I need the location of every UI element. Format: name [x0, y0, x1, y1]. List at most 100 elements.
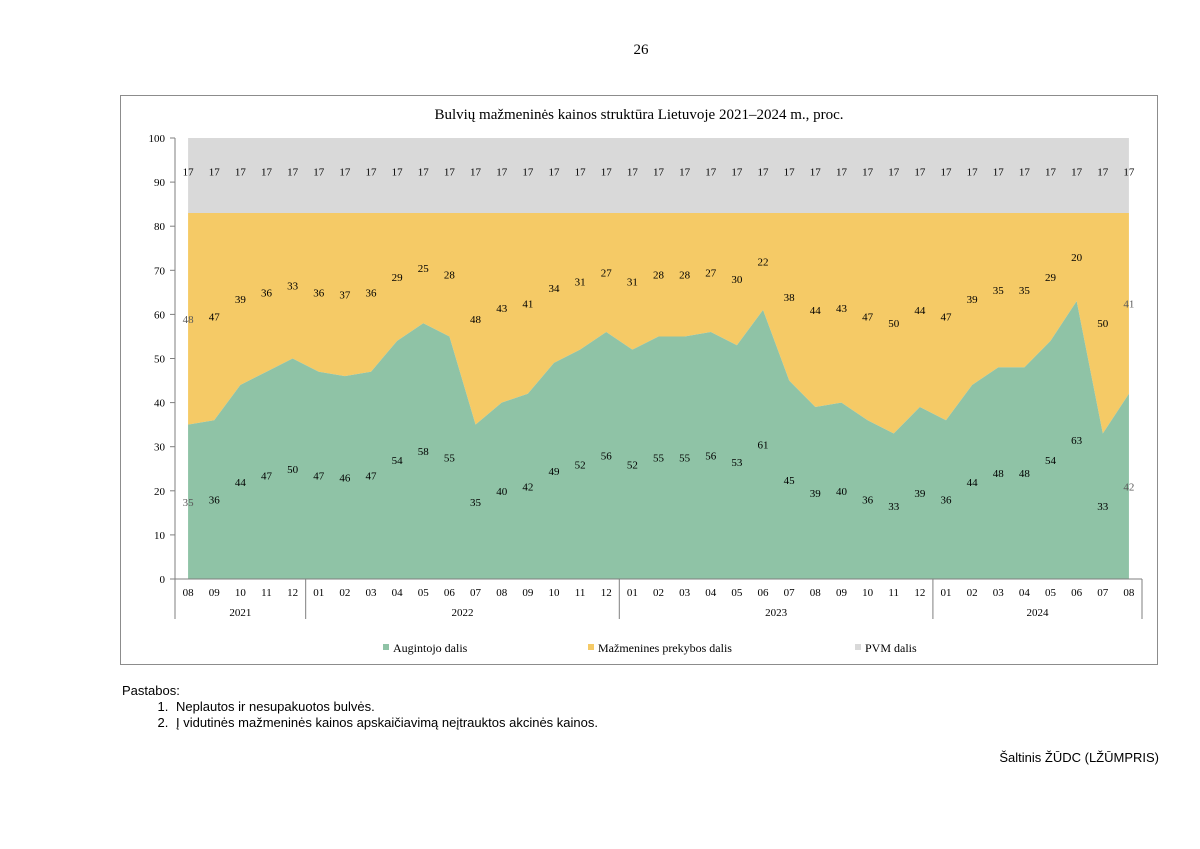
data-label: 45	[784, 475, 796, 487]
y-tick-label: 90	[154, 177, 166, 189]
data-label: 17	[836, 167, 848, 179]
data-label: 58	[418, 446, 430, 458]
data-label: 17	[1019, 167, 1031, 179]
data-label: 47	[261, 470, 273, 482]
data-label: 42	[522, 481, 533, 493]
data-label: 50	[1097, 318, 1109, 330]
x-tick-label: 10	[548, 587, 560, 599]
data-label: 33	[888, 501, 900, 513]
source-note: Šaltinis ŽŪDC (LŽŪMPRIS)	[999, 750, 1159, 765]
series-area-retail	[188, 212, 1129, 434]
data-label: 44	[914, 305, 926, 317]
x-tick-label: 05	[1045, 587, 1057, 599]
x-tick-label: 12	[287, 587, 298, 599]
data-label: 25	[418, 263, 430, 275]
data-label: 50	[287, 464, 299, 476]
y-tick-label: 100	[149, 133, 166, 145]
x-tick-label: 02	[653, 587, 664, 599]
series-area-pvm	[188, 138, 1129, 213]
data-label: 30	[731, 274, 743, 286]
data-label: 35	[993, 285, 1005, 297]
data-label: 28	[444, 270, 456, 282]
data-label: 44	[235, 477, 247, 489]
data-label: 54	[392, 455, 404, 467]
data-label: 56	[601, 451, 613, 463]
x-tick-label: 03	[366, 587, 378, 599]
x-tick-label: 03	[679, 587, 691, 599]
x-tick-label: 04	[1019, 587, 1031, 599]
year-label: 2022	[451, 607, 473, 619]
data-label: 17	[653, 167, 665, 179]
data-label: 42	[1123, 481, 1134, 493]
x-tick-label: 01	[313, 587, 324, 599]
chart-frame	[120, 95, 1158, 665]
data-label: 39	[235, 294, 247, 306]
data-label: 49	[548, 466, 560, 478]
data-label: 36	[261, 287, 273, 299]
data-label: 17	[366, 167, 378, 179]
y-tick-label: 70	[154, 265, 166, 277]
data-label: 31	[575, 276, 586, 288]
note-item: Į vidutinės mažmeninės kainos apskaičiav…	[172, 715, 598, 731]
data-label: 17	[940, 167, 952, 179]
y-tick-label: 80	[154, 221, 166, 233]
y-tick-label: 40	[154, 398, 166, 410]
data-label: 17	[967, 167, 979, 179]
data-label: 17	[1045, 167, 1057, 179]
legend-label: PVM dalis	[865, 641, 917, 655]
data-label: 17	[627, 167, 639, 179]
data-label: 17	[575, 167, 587, 179]
legend-label: Augintojo dalis	[393, 641, 468, 655]
data-label: 39	[810, 488, 822, 500]
legend-swatch	[588, 644, 594, 650]
x-tick-label: 03	[993, 587, 1005, 599]
series-area-grower	[188, 301, 1129, 579]
data-label: 52	[627, 459, 638, 471]
data-label: 36	[862, 495, 874, 507]
data-label: 31	[627, 276, 638, 288]
data-label: 48	[1019, 468, 1031, 480]
data-label: 29	[392, 272, 404, 284]
data-label: 17	[758, 167, 770, 179]
y-tick-label: 10	[154, 530, 166, 542]
data-label: 44	[967, 477, 979, 489]
x-tick-label: 08	[496, 587, 508, 599]
note-item: Neplautos ir nesupakuotos bulvės.	[172, 699, 598, 715]
data-label: 17	[548, 167, 560, 179]
data-label: 34	[548, 283, 560, 295]
notes: Pastabos: Neplautos ir nesupakuotos bulv…	[122, 683, 598, 731]
data-label: 63	[1071, 435, 1083, 447]
legend-label: Mažmenines prekybos dalis	[598, 641, 732, 655]
x-tick-label: 08	[183, 587, 195, 599]
notes-heading: Pastabos:	[122, 683, 180, 698]
data-label: 53	[731, 457, 743, 469]
data-label: 33	[1097, 501, 1109, 513]
x-tick-label: 07	[470, 587, 482, 599]
y-tick-label: 0	[160, 574, 166, 586]
y-tick-label: 30	[154, 442, 166, 454]
data-label: 36	[366, 287, 378, 299]
data-label: 17	[888, 167, 900, 179]
x-tick-label: 09	[209, 587, 221, 599]
data-label: 22	[758, 256, 769, 268]
data-label: 36	[313, 287, 325, 299]
x-tick-label: 07	[784, 587, 796, 599]
data-label: 17	[914, 167, 926, 179]
data-label: 17	[313, 167, 325, 179]
data-label: 46	[339, 473, 351, 485]
legend-swatch	[383, 644, 389, 650]
data-label: 43	[496, 303, 508, 315]
page-number: 26	[633, 42, 649, 58]
data-label: 47	[313, 470, 325, 482]
notes-list: Neplautos ir nesupakuotos bulvės. Į vidu…	[122, 699, 598, 731]
data-label: 39	[967, 294, 979, 306]
x-tick-label: 02	[967, 587, 978, 599]
data-label: 52	[575, 459, 586, 471]
y-tick-label: 50	[154, 354, 166, 366]
data-label: 61	[758, 439, 769, 451]
data-label: 37	[339, 290, 351, 302]
data-label: 20	[1071, 252, 1083, 264]
data-label: 17	[1071, 167, 1083, 179]
x-tick-label: 08	[1123, 587, 1135, 599]
data-label: 41	[1123, 298, 1134, 310]
